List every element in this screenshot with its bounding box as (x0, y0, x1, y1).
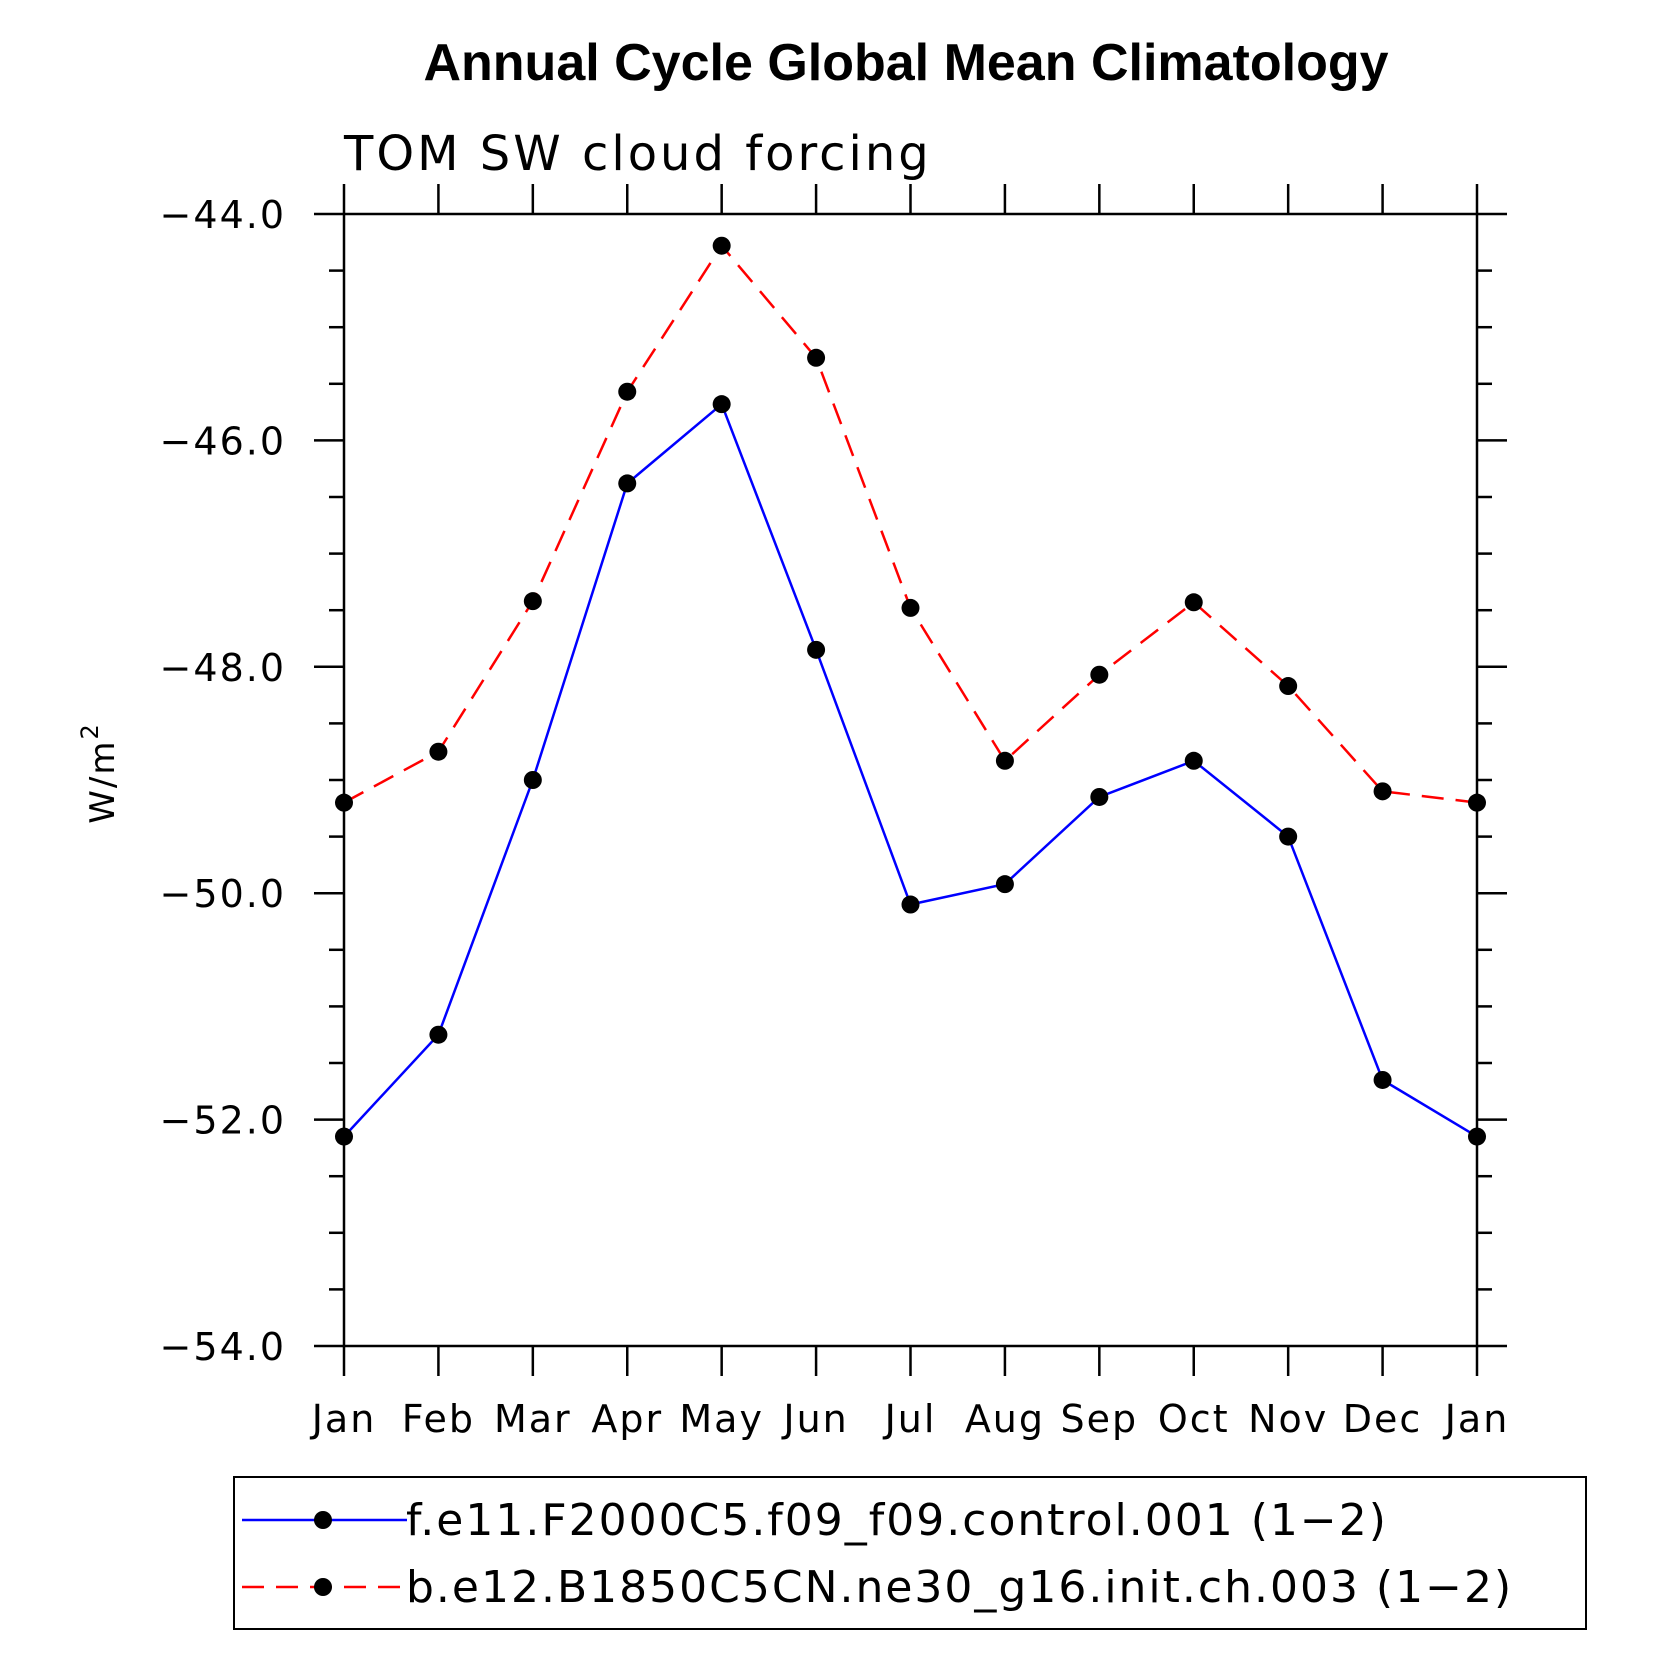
data-point-series-1 (1184, 751, 1203, 770)
data-point-series-2 (1468, 793, 1486, 812)
data-point-series-2 (807, 348, 826, 367)
y-tick-label: −54.0 (160, 1325, 286, 1369)
data-point-series-2 (995, 751, 1014, 770)
y-tick-label: −44.0 (160, 193, 286, 237)
data-point-series-1 (807, 640, 826, 659)
data-point-series-1 (1373, 1070, 1392, 1089)
plot-frame (342, 212, 1479, 1348)
x-tick-label: May (679, 1397, 764, 1441)
x-tick-label: Jun (781, 1397, 848, 1441)
x-tick-label: Apr (591, 1397, 663, 1441)
x-tick-label: Dec (1343, 1397, 1423, 1441)
x-tick-label: Jan (310, 1397, 377, 1441)
data-point-series-2 (335, 793, 353, 812)
data-point-series-1 (335, 1127, 353, 1146)
data-point-series-2 (1184, 593, 1203, 612)
data-point-series-2 (1373, 782, 1392, 801)
x-tick-label: Sep (1061, 1397, 1139, 1441)
legend-marker-series-1 (314, 1511, 332, 1529)
data-point-series-1 (429, 1025, 448, 1044)
axis-ticks (314, 184, 1507, 1376)
legend-box (233, 1476, 1587, 1630)
data-point-series-1 (1468, 1127, 1486, 1146)
data-point-series-2 (712, 236, 731, 255)
data-point-series-1 (1090, 787, 1109, 806)
data-point-series-2 (429, 742, 448, 761)
data-point-series-2 (523, 592, 542, 611)
data-point-series-1 (523, 771, 542, 789)
y-tick-label: −48.0 (160, 646, 286, 690)
x-tick-label: Mar (494, 1397, 572, 1441)
x-tick-label: Oct (1158, 1397, 1230, 1441)
legend-label-series-1: f.e11.F2000C5.f09_f09.control.001 (1−2) (406, 1495, 1388, 1546)
y-axis-label-exponent: 2 (76, 722, 104, 739)
series-line-1 (343, 402, 1478, 1138)
legend-label-series-2: b.e12.B1850C5CN.ne30_g16.init.ch.003 (1−… (406, 1562, 1513, 1613)
y-tick-label: −52.0 (160, 1099, 286, 1143)
x-tick-label: Nov (1248, 1397, 1328, 1441)
y-axis-label-base: W/m (83, 740, 123, 824)
x-tick-label: Jul (883, 1397, 937, 1441)
y-tick-label: −46.0 (160, 419, 286, 463)
legend-marker-series-2 (314, 1578, 332, 1596)
chart-subtitle: TOM SW cloud forcing (343, 126, 932, 182)
data-point-series-1 (712, 395, 731, 414)
y-tick-labels: −44.0 −46.0 −48.0 −50.0 −52.0 −54.0 (160, 193, 286, 1369)
data-point-series-2 (1090, 665, 1109, 684)
legend: f.e11.F2000C5.f09_f09.control.001 (1−2) … (233, 1476, 1587, 1630)
data-point-series-1 (618, 474, 637, 493)
y-axis-label: W/m2 (76, 722, 123, 823)
data-point-series-2 (1279, 677, 1298, 696)
x-tick-label: Aug (965, 1397, 1045, 1441)
x-tick-label: Feb (402, 1397, 475, 1441)
data-point-series-2 (901, 598, 920, 617)
x-tick-labels: Jan Feb Mar Apr May Jun Jul Aug Sep Oct Nov Dec Jan (310, 1397, 1510, 1441)
x-tick-label: Jan (1443, 1397, 1510, 1441)
series-line-2 (343, 243, 1478, 804)
data-point-series-1 (1279, 827, 1298, 846)
chart-title: Annual Cycle Global Mean Climatology (423, 34, 1388, 92)
series-layer (335, 236, 1486, 1146)
data-point-series-1 (995, 875, 1014, 894)
y-tick-label: −50.0 (160, 872, 286, 916)
data-point-series-2 (618, 382, 637, 401)
data-point-series-1 (901, 895, 920, 914)
